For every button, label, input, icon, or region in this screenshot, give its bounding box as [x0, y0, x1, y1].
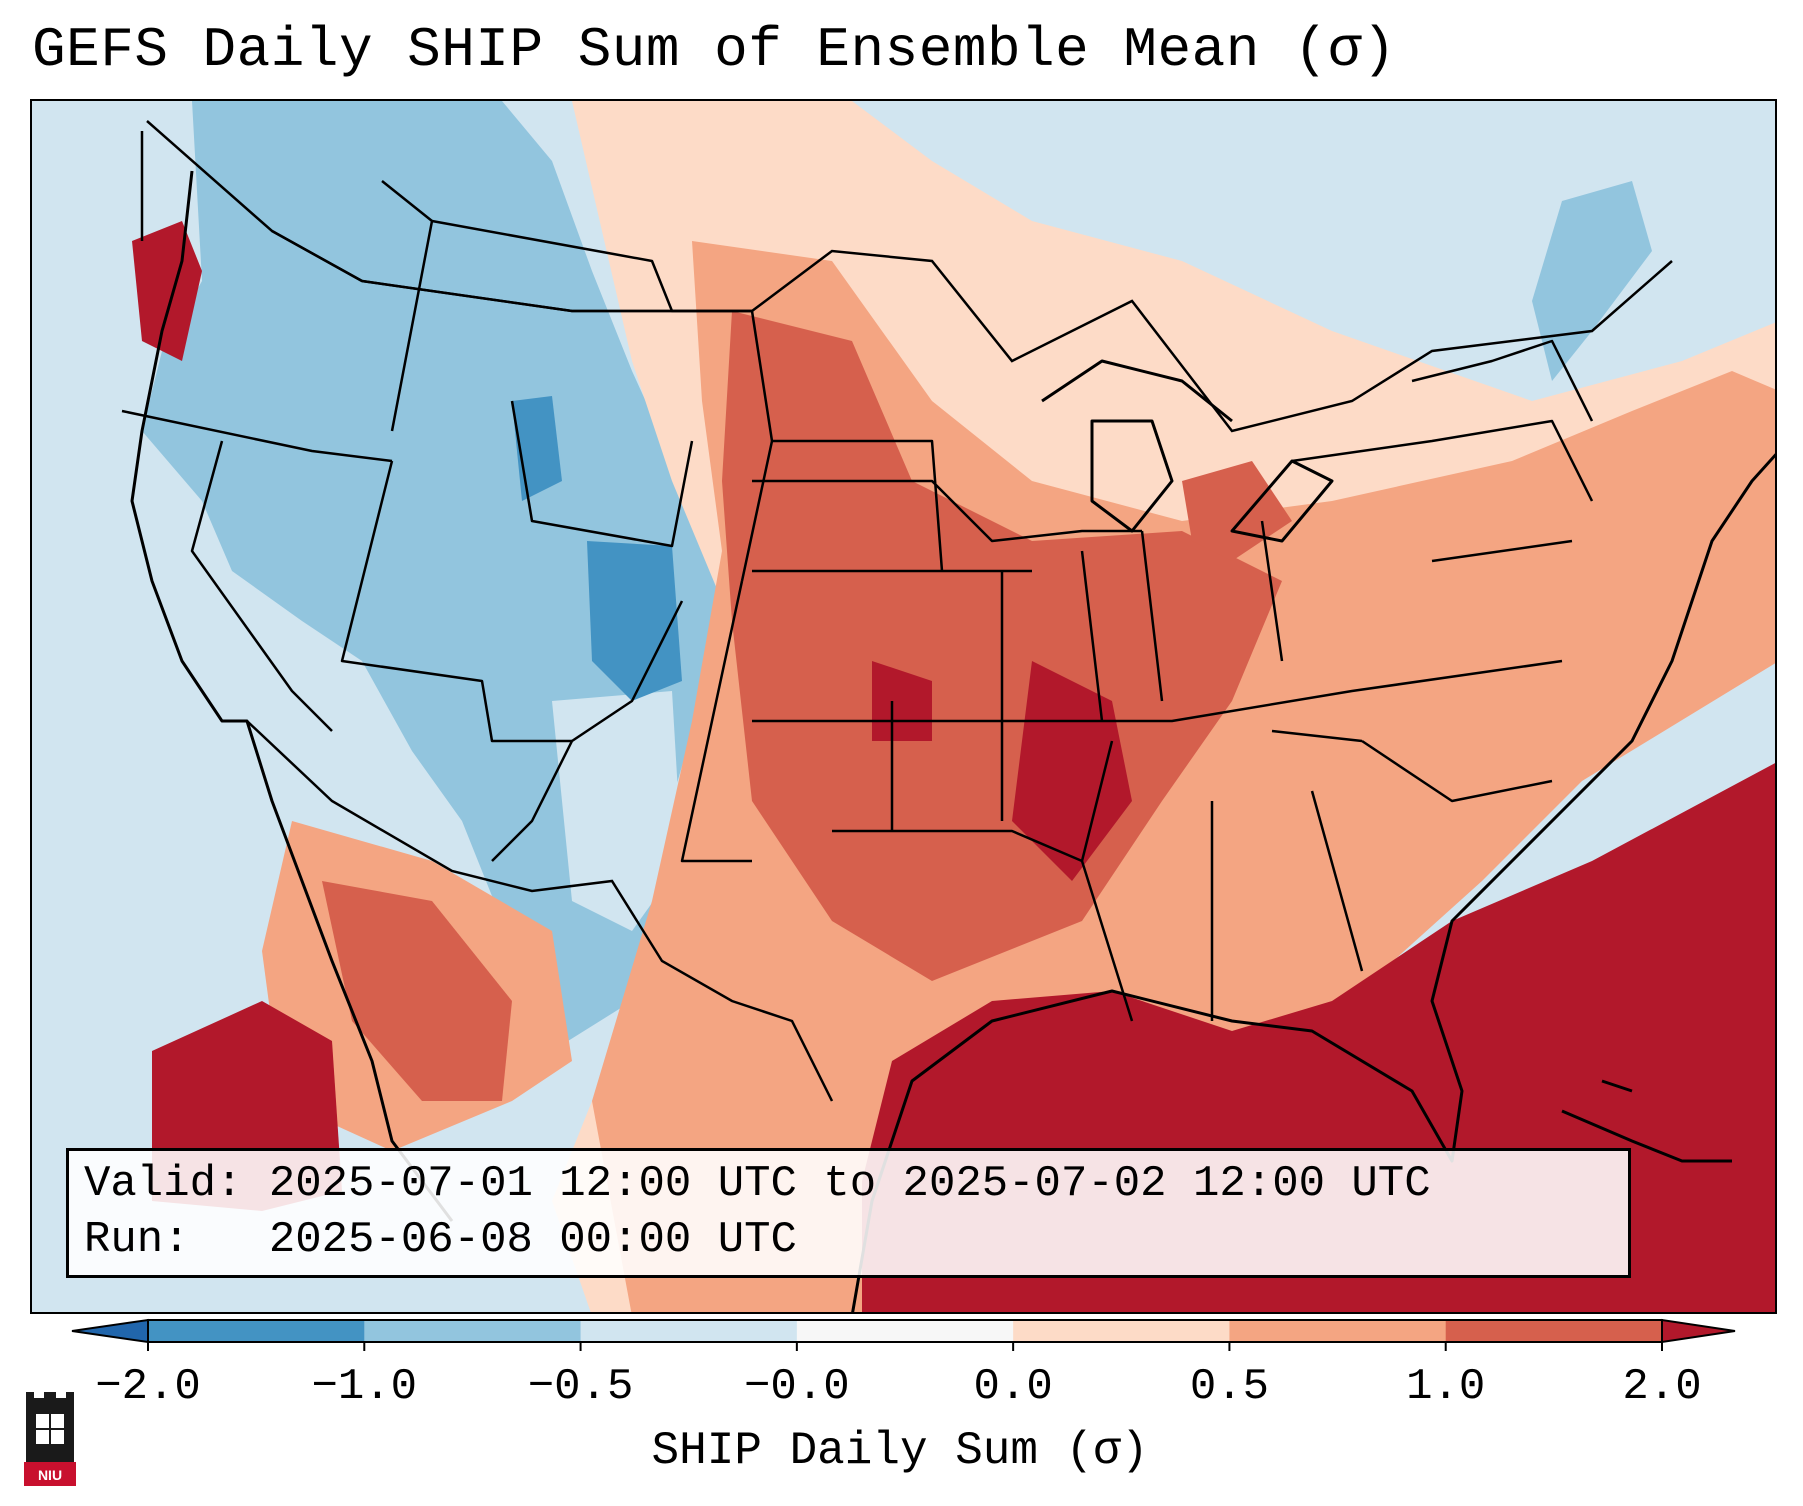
- map-panel: [30, 99, 1777, 1314]
- logo-text: NIU: [38, 1467, 62, 1483]
- colorbar-tick-label: 2.0: [1622, 1362, 1702, 1412]
- colorbar-segment: [1013, 1320, 1230, 1342]
- colorbar-segment: [364, 1320, 582, 1342]
- chart-title: GEFS Daily SHIP Sum of Ensemble Mean (σ): [32, 18, 1397, 82]
- strong-positive-southwest: [322, 881, 512, 1101]
- colorbar-outline: [147, 1319, 1663, 1343]
- colorbar-tick-label: 0.0: [973, 1362, 1053, 1412]
- validity-info-box: Valid: 2025-07-01 12:00 UTC to 2025-07-0…: [66, 1148, 1631, 1278]
- colorbar: [71, 1318, 1736, 1351]
- run-time-line: Run: 2025-06-08 00:00 UTC: [84, 1215, 797, 1265]
- colorbar-over-extension: [1661, 1318, 1736, 1344]
- colorbar-tick-label: −1.0: [311, 1362, 418, 1412]
- colorbar-tick-label: −0.0: [744, 1362, 850, 1412]
- colorbar-tick-label: 0.5: [1189, 1362, 1270, 1412]
- valid-time-line: Valid: 2025-07-01 12:00 UTC to 2025-07-0…: [84, 1159, 1431, 1209]
- colorbar-segment: [580, 1320, 798, 1342]
- colorbar-label: SHIP Daily Sum (σ): [651, 1425, 1149, 1477]
- colorbar-segment: [1229, 1320, 1447, 1342]
- colorbar-tick-label: 1.0: [1406, 1362, 1486, 1412]
- colorbar-segment: [796, 1320, 1014, 1342]
- extreme-positive-oregon-coast: [132, 221, 202, 361]
- coastlines: [130, 170, 1775, 1312]
- mexico-border: [246, 720, 834, 1102]
- canada-border: [146, 120, 1673, 433]
- colorbar-tick-label: −2.0: [95, 1362, 201, 1412]
- negative-region-new-mexico: [552, 691, 682, 931]
- negative-region-ne-canada: [1532, 181, 1652, 381]
- colorbar-segment: [1445, 1320, 1663, 1342]
- anomaly-map: [32, 101, 1775, 1312]
- islands: [1561, 1079, 1732, 1163]
- colorbar-segment: [148, 1320, 365, 1342]
- colorbar-tick-label: −0.5: [527, 1362, 634, 1412]
- colorbar-under-extension: [71, 1318, 149, 1344]
- niu-castle-logo-icon: NIU: [24, 1392, 76, 1486]
- niu-logo: NIU: [22, 1390, 78, 1495]
- strong-negative-colorado: [587, 541, 682, 701]
